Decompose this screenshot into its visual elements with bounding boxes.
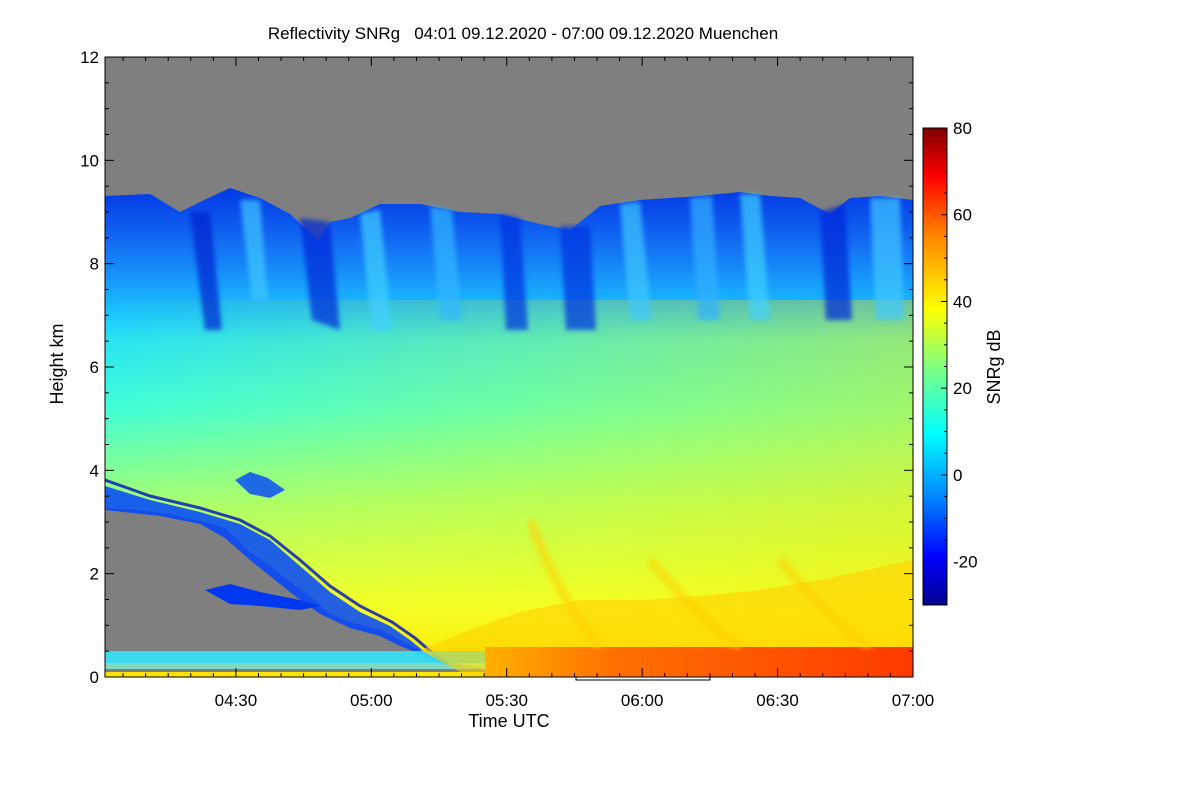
fall-curve-2 <box>646 556 743 652</box>
colorbar-tick-label: 20 <box>953 379 972 398</box>
fall-curve-1 <box>525 518 604 651</box>
y-tick-label: 8 <box>90 255 99 274</box>
surface-clutter-band <box>105 651 485 663</box>
fall-curve-3 <box>776 556 873 652</box>
low-level-blue-layer <box>105 486 445 664</box>
plot-bottom-marker <box>575 676 711 681</box>
x-axis: 04:30 05:00 05:30 06:00 06:30 07:00 <box>122 57 935 710</box>
upper-cloud-blob <box>235 472 285 498</box>
lower-cloud-patch <box>205 584 320 610</box>
x-tick-label: 06:00 <box>621 691 664 710</box>
blue-layer-edge <box>105 478 449 666</box>
surface-clutter-dark <box>105 663 485 669</box>
chart-title: Reflectivity SNRg 04:01 09.12.2020 - 07:… <box>268 24 778 43</box>
surface-intense-band <box>485 647 913 677</box>
x-axis-label: Time UTC <box>468 711 549 731</box>
x-tick-label: 05:30 <box>485 691 528 710</box>
x-tick-label: 04:30 <box>215 691 258 710</box>
colorbar-tick-label: -20 <box>953 553 978 572</box>
fall-streaks <box>190 194 904 330</box>
colorbar-tick-label: 80 <box>953 119 972 138</box>
y-tick-label: 10 <box>80 151 99 170</box>
x-tick-label: 07:00 <box>892 691 935 710</box>
colorbar-tick-label: 40 <box>953 292 972 311</box>
x-tick-label: 06:30 <box>756 691 799 710</box>
colorbar-label: SNRg dB <box>984 329 1004 404</box>
y-tick-label: 0 <box>90 668 99 687</box>
heatmap <box>105 57 913 677</box>
y-tick-label: 4 <box>90 461 99 480</box>
colorbar-axis: -20 0 20 40 60 80 <box>941 119 978 606</box>
y-tick-label: 12 <box>80 48 99 67</box>
y-axis: 0 2 4 6 8 10 12 <box>80 48 913 687</box>
colorbar-tick-label: 60 <box>953 206 972 225</box>
x-tick-label: 05:00 <box>350 691 393 710</box>
y-tick-label: 6 <box>90 358 99 377</box>
y-tick-label: 2 <box>90 565 99 584</box>
y-axis-label: Height km <box>47 323 67 404</box>
colorbar <box>922 127 948 606</box>
colorbar-tick-label: 0 <box>953 466 962 485</box>
